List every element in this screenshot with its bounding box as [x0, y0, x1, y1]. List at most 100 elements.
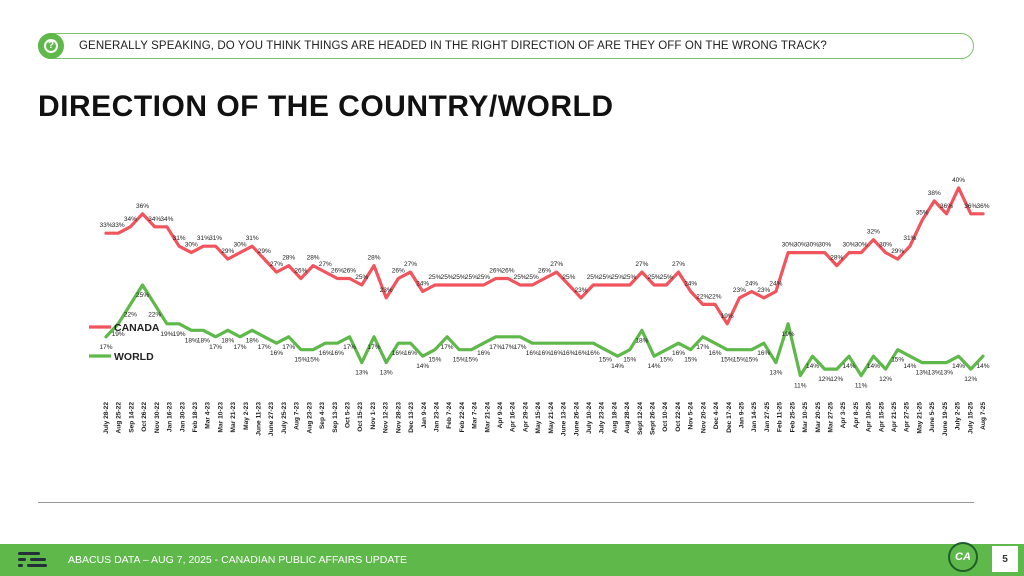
- x-tick-label: Jan 9-24: [421, 402, 428, 429]
- data-label-canada: 28%: [830, 255, 843, 262]
- data-label-world: 19%: [160, 331, 173, 338]
- x-tick-label: Mar 10-25: [802, 402, 809, 433]
- data-label-world: 19%: [112, 331, 125, 338]
- series-line-world: [104, 283, 985, 378]
- data-label-world: 14%: [648, 363, 661, 370]
- x-tick-label: Dec 13-23: [408, 402, 415, 433]
- data-label-world: 15%: [465, 357, 478, 364]
- x-tick-label: July 15-25: [967, 402, 974, 434]
- x-tick-label: Aug 7-23: [294, 402, 301, 430]
- data-label-world: 18%: [635, 337, 648, 344]
- x-tick-label: June 11-23: [256, 402, 263, 436]
- x-tick-label: Jan 14-25: [751, 402, 758, 432]
- data-label-world: 11%: [855, 383, 868, 390]
- data-label-canada: 31%: [209, 235, 222, 242]
- x-tick-label: Nov 12-23: [383, 402, 390, 433]
- data-label-world: 17%: [233, 344, 246, 351]
- x-tick-label: Dec 4-24: [713, 402, 720, 429]
- data-label-world: 16%: [562, 350, 575, 357]
- data-label-canada: 26%: [343, 268, 356, 275]
- data-label-world: 18%: [185, 337, 198, 344]
- x-tick-label: Apr 16-24: [510, 402, 517, 432]
- data-label-canada: 25%: [514, 274, 527, 281]
- data-label-canada: 34%: [148, 216, 161, 223]
- data-label-world: 13%: [769, 370, 782, 377]
- data-label-world: 15%: [623, 357, 636, 364]
- data-label-world: 15%: [660, 357, 673, 364]
- x-tick-label: Aug 28-24: [624, 402, 631, 434]
- x-tick-label: Aug 7-25: [980, 402, 987, 430]
- data-label-canada: 23%: [574, 287, 587, 294]
- data-label-world: 13%: [916, 370, 929, 377]
- x-tick-label: Nov 5-24: [688, 402, 695, 430]
- x-tick-label: June 26-24: [573, 402, 580, 436]
- data-label-world: 25%: [136, 292, 149, 299]
- data-label-world: 11%: [794, 383, 807, 390]
- data-label-canada: 23%: [380, 287, 393, 294]
- data-label-canada: 28%: [367, 255, 380, 262]
- x-tick-label: Feb 22-24: [459, 402, 466, 433]
- data-label-world: 16%: [319, 350, 332, 357]
- data-label-world: 16%: [672, 350, 685, 357]
- x-tick-label: June 27-23: [268, 402, 275, 436]
- x-tick-label: Sep 14-22: [128, 402, 135, 433]
- data-label-world: 17%: [209, 344, 222, 351]
- data-label-world: 13%: [940, 370, 953, 377]
- data-label-canada: 27%: [404, 261, 417, 268]
- data-label-canada: 33%: [99, 222, 112, 229]
- data-label-world: 16%: [392, 350, 405, 357]
- data-label-canada: 28%: [282, 255, 295, 262]
- data-label-canada: 27%: [635, 261, 648, 268]
- data-label-world: 12%: [818, 376, 831, 383]
- x-tick-label: Mar 21-24: [484, 402, 491, 433]
- data-label-canada: 30%: [806, 242, 819, 249]
- x-tick-label: Nov 28-23: [395, 402, 402, 433]
- data-label-world: 19%: [782, 331, 795, 338]
- data-label-world: 17%: [99, 344, 112, 351]
- data-label-canada: 33%: [112, 222, 125, 229]
- x-tick-label: Feb 18-23: [192, 402, 199, 433]
- data-label-world: 16%: [477, 350, 490, 357]
- x-tick-label: Mar 7-24: [472, 402, 479, 429]
- x-tick-label: July 10-24: [586, 402, 593, 434]
- data-label-canada: 24%: [769, 281, 782, 288]
- x-tick-label: Sept 26-24: [650, 402, 657, 435]
- data-label-canada: 24%: [416, 281, 429, 288]
- x-tick-label: Aug 18-24: [611, 402, 618, 434]
- data-label-world: 14%: [806, 363, 819, 370]
- data-label-world: 14%: [416, 363, 429, 370]
- slide-title: DIRECTION OF THE COUNTRY/WORLD: [38, 90, 614, 123]
- data-label-world: 15%: [745, 357, 758, 364]
- x-tick-label: Nov 20-24: [700, 402, 707, 433]
- data-label-canada: 30%: [782, 242, 795, 249]
- x-tick-label: Feb 11-25: [777, 402, 784, 432]
- page-number: 5: [992, 546, 1018, 572]
- data-label-world: 16%: [538, 350, 551, 357]
- data-label-canada: 30%: [794, 242, 807, 249]
- data-label-world: 17%: [696, 344, 709, 351]
- data-label-world: 17%: [343, 344, 356, 351]
- data-label-canada: 31%: [173, 235, 186, 242]
- data-label-world: 15%: [891, 357, 904, 364]
- data-label-canada: 26%: [294, 268, 307, 275]
- data-label-world: 14%: [952, 363, 965, 370]
- x-tick-label: Apr 9-24: [497, 402, 504, 429]
- data-label-canada: 23%: [733, 287, 746, 294]
- data-label-world: 16%: [550, 350, 563, 357]
- data-label-canada: 26%: [538, 268, 551, 275]
- data-label-canada: 32%: [867, 229, 880, 236]
- data-label-canada: 34%: [124, 216, 137, 223]
- x-tick-label: Sep 13-23: [332, 402, 339, 433]
- data-label-world: 13%: [355, 370, 368, 377]
- data-label-canada: 27%: [550, 261, 563, 268]
- x-tick-label: Oct 15-23: [357, 402, 364, 432]
- data-label-canada: 30%: [879, 242, 892, 249]
- x-tick-label: Mar 10-23: [217, 402, 224, 433]
- data-label-canada: 25%: [428, 274, 441, 281]
- x-tick-label: Mar 4-23: [205, 402, 212, 429]
- data-label-world: 16%: [331, 350, 344, 357]
- x-tick-label: Apr 29-24: [522, 402, 529, 432]
- canada-badge-icon: CA: [948, 542, 978, 572]
- x-tick-label: Aug 23-23: [306, 402, 313, 434]
- data-label-world: 16%: [757, 350, 770, 357]
